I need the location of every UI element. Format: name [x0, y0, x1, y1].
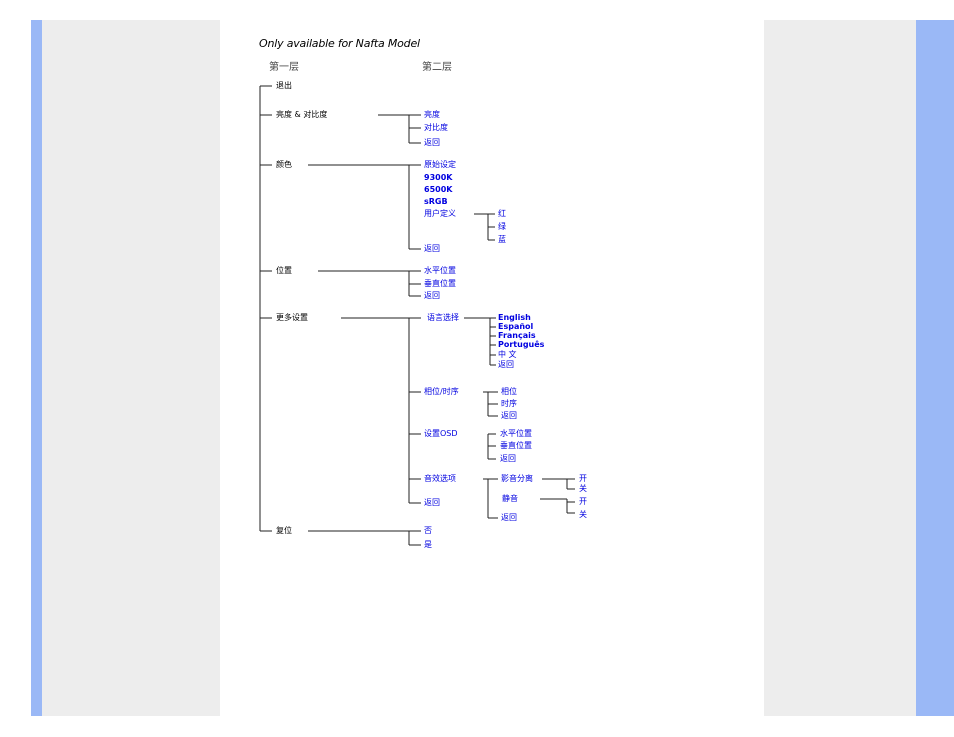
document-page [220, 20, 764, 716]
submenu-item: 返回 [501, 411, 517, 420]
menu-more-settings: 更多设置 [276, 313, 308, 322]
language-option: Français [498, 331, 536, 340]
right-margin [764, 20, 916, 716]
menu-exit: 退出 [276, 81, 292, 90]
language-option: Português [498, 340, 545, 349]
menu-brightness-contrast: 亮度 & 对比度 [276, 110, 328, 119]
submenu-item: 水平位置 [424, 266, 456, 275]
submenu-item: 否 [424, 526, 432, 535]
submenu-item: 6500K [424, 185, 453, 194]
submenu-item: 设置OSD [424, 429, 458, 438]
submenu-item: 水平位置 [500, 429, 532, 438]
submenu-item: sRGB [424, 197, 448, 206]
submenu-item: 是 [424, 540, 432, 549]
submenu-item: 蓝 [498, 235, 506, 244]
submenu-item: 返回 [424, 244, 440, 253]
submenu-item: 原始设定 [424, 160, 456, 169]
left-margin [42, 20, 220, 716]
menu-color: 颜色 [276, 160, 292, 169]
submenu-item: 9300K [424, 173, 453, 182]
submenu-item: 相位 [501, 387, 517, 396]
submenu-item: 红 [498, 209, 506, 218]
submenu-item: 语言选择 [427, 313, 459, 322]
submenu-item: 返回 [424, 291, 440, 300]
right-blue-border [916, 20, 954, 716]
submenu-item: 返回 [500, 454, 516, 463]
submenu-item: 用户定义 [424, 209, 456, 218]
submenu-item: 音效选项 [424, 474, 456, 483]
language-option: Español [498, 322, 534, 331]
submenu-item: 绿 [498, 222, 506, 231]
submenu-item: 影音分离 [501, 474, 533, 483]
submenu-item: 时序 [501, 399, 517, 408]
menu-position: 位置 [276, 266, 292, 275]
language-option: 中 文 [498, 350, 517, 359]
submenu-item: 返回 [424, 498, 440, 507]
submenu-item: 垂直位置 [424, 279, 456, 288]
submenu-item: 相位/时序 [424, 387, 459, 396]
submenu-item: 静音 [502, 494, 518, 503]
submenu-item: 关 [579, 484, 587, 493]
submenu-item: 开 [579, 497, 587, 506]
header-level2: 第二层 [422, 62, 452, 73]
submenu-item: 亮度 [424, 110, 440, 119]
submenu-item: 返回 [501, 513, 517, 522]
submenu-item: 对比度 [424, 123, 448, 132]
submenu-item: 关 [579, 510, 587, 519]
menu-reset: 复位 [276, 526, 292, 535]
submenu-item: 垂直位置 [500, 441, 532, 450]
submenu-item: 开 [579, 474, 587, 483]
language-option: English [498, 313, 531, 322]
language-option: 返回 [498, 360, 514, 369]
left-blue-border [31, 20, 42, 716]
page-title: Only available for Nafta Model [259, 37, 420, 50]
submenu-item: 返回 [424, 138, 440, 147]
header-level1: 第一层 [269, 62, 299, 73]
